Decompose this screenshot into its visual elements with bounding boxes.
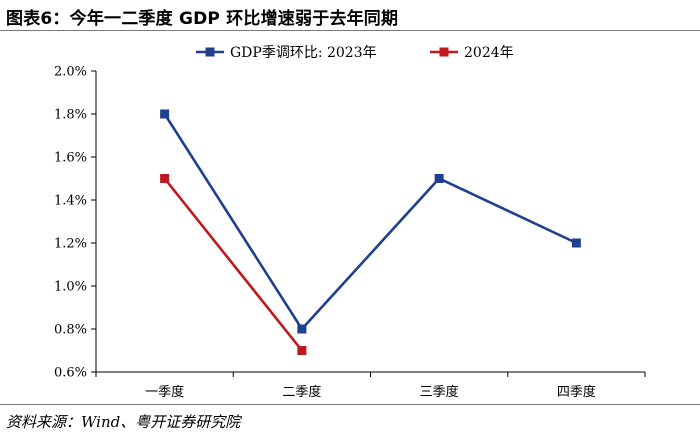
x-tick-label: 四季度 [557,384,596,400]
x-tick-label: 二季度 [282,384,321,400]
data-point-marker [297,324,307,334]
chart-legend: GDP季调环比: 2023年 2024年 [196,45,514,61]
legend-label-2: 2024年 [464,45,514,61]
data-point-marker [160,174,170,183]
line-chart: GDP季调环比: 2023年 2024年 0.6% 0.8% 1.0% 1.2% 1.4%… [54,45,646,400]
source-divider [0,404,700,405]
legend-marker-1 [205,47,215,57]
x-tick-label: 三季度 [420,384,459,400]
x-tick-label: 一季度 [145,384,184,400]
series-line-2 [163,177,303,352]
y-tick-label: 0.8% [54,323,87,338]
y-tick-label: 1.0% [54,280,87,295]
y-tick-label: 0.6% [54,366,87,381]
data-point-marker [297,346,307,355]
data-point-marker [571,238,581,248]
figure-title: 图表6：今年一二季度 GDP 环比增速弱于去年同期 [6,9,399,29]
y-tick-label: 2.0% [54,65,87,80]
legend-label-1: GDP季调环比: 2023年 [230,45,377,61]
y-tick-label: 1.4% [54,194,87,209]
legend-marker-2 [439,47,449,57]
y-tick-label: 1.6% [54,151,87,166]
data-point-marker [434,174,444,183]
y-tick-label: 1.2% [54,237,87,252]
chart-axes: 0.6% 0.8% 1.0% 1.2% 1.4% 1.6% 1.8% 2.0% 一季度 二季度 三季… [54,65,646,400]
series-line-1 [163,113,577,332]
chart-series [160,109,581,355]
title-divider [0,30,700,31]
source-note: 资料来源：Wind、粤开证券研究院 [6,413,241,431]
y-tick-label: 1.8% [54,108,87,123]
data-point-marker [160,109,170,119]
